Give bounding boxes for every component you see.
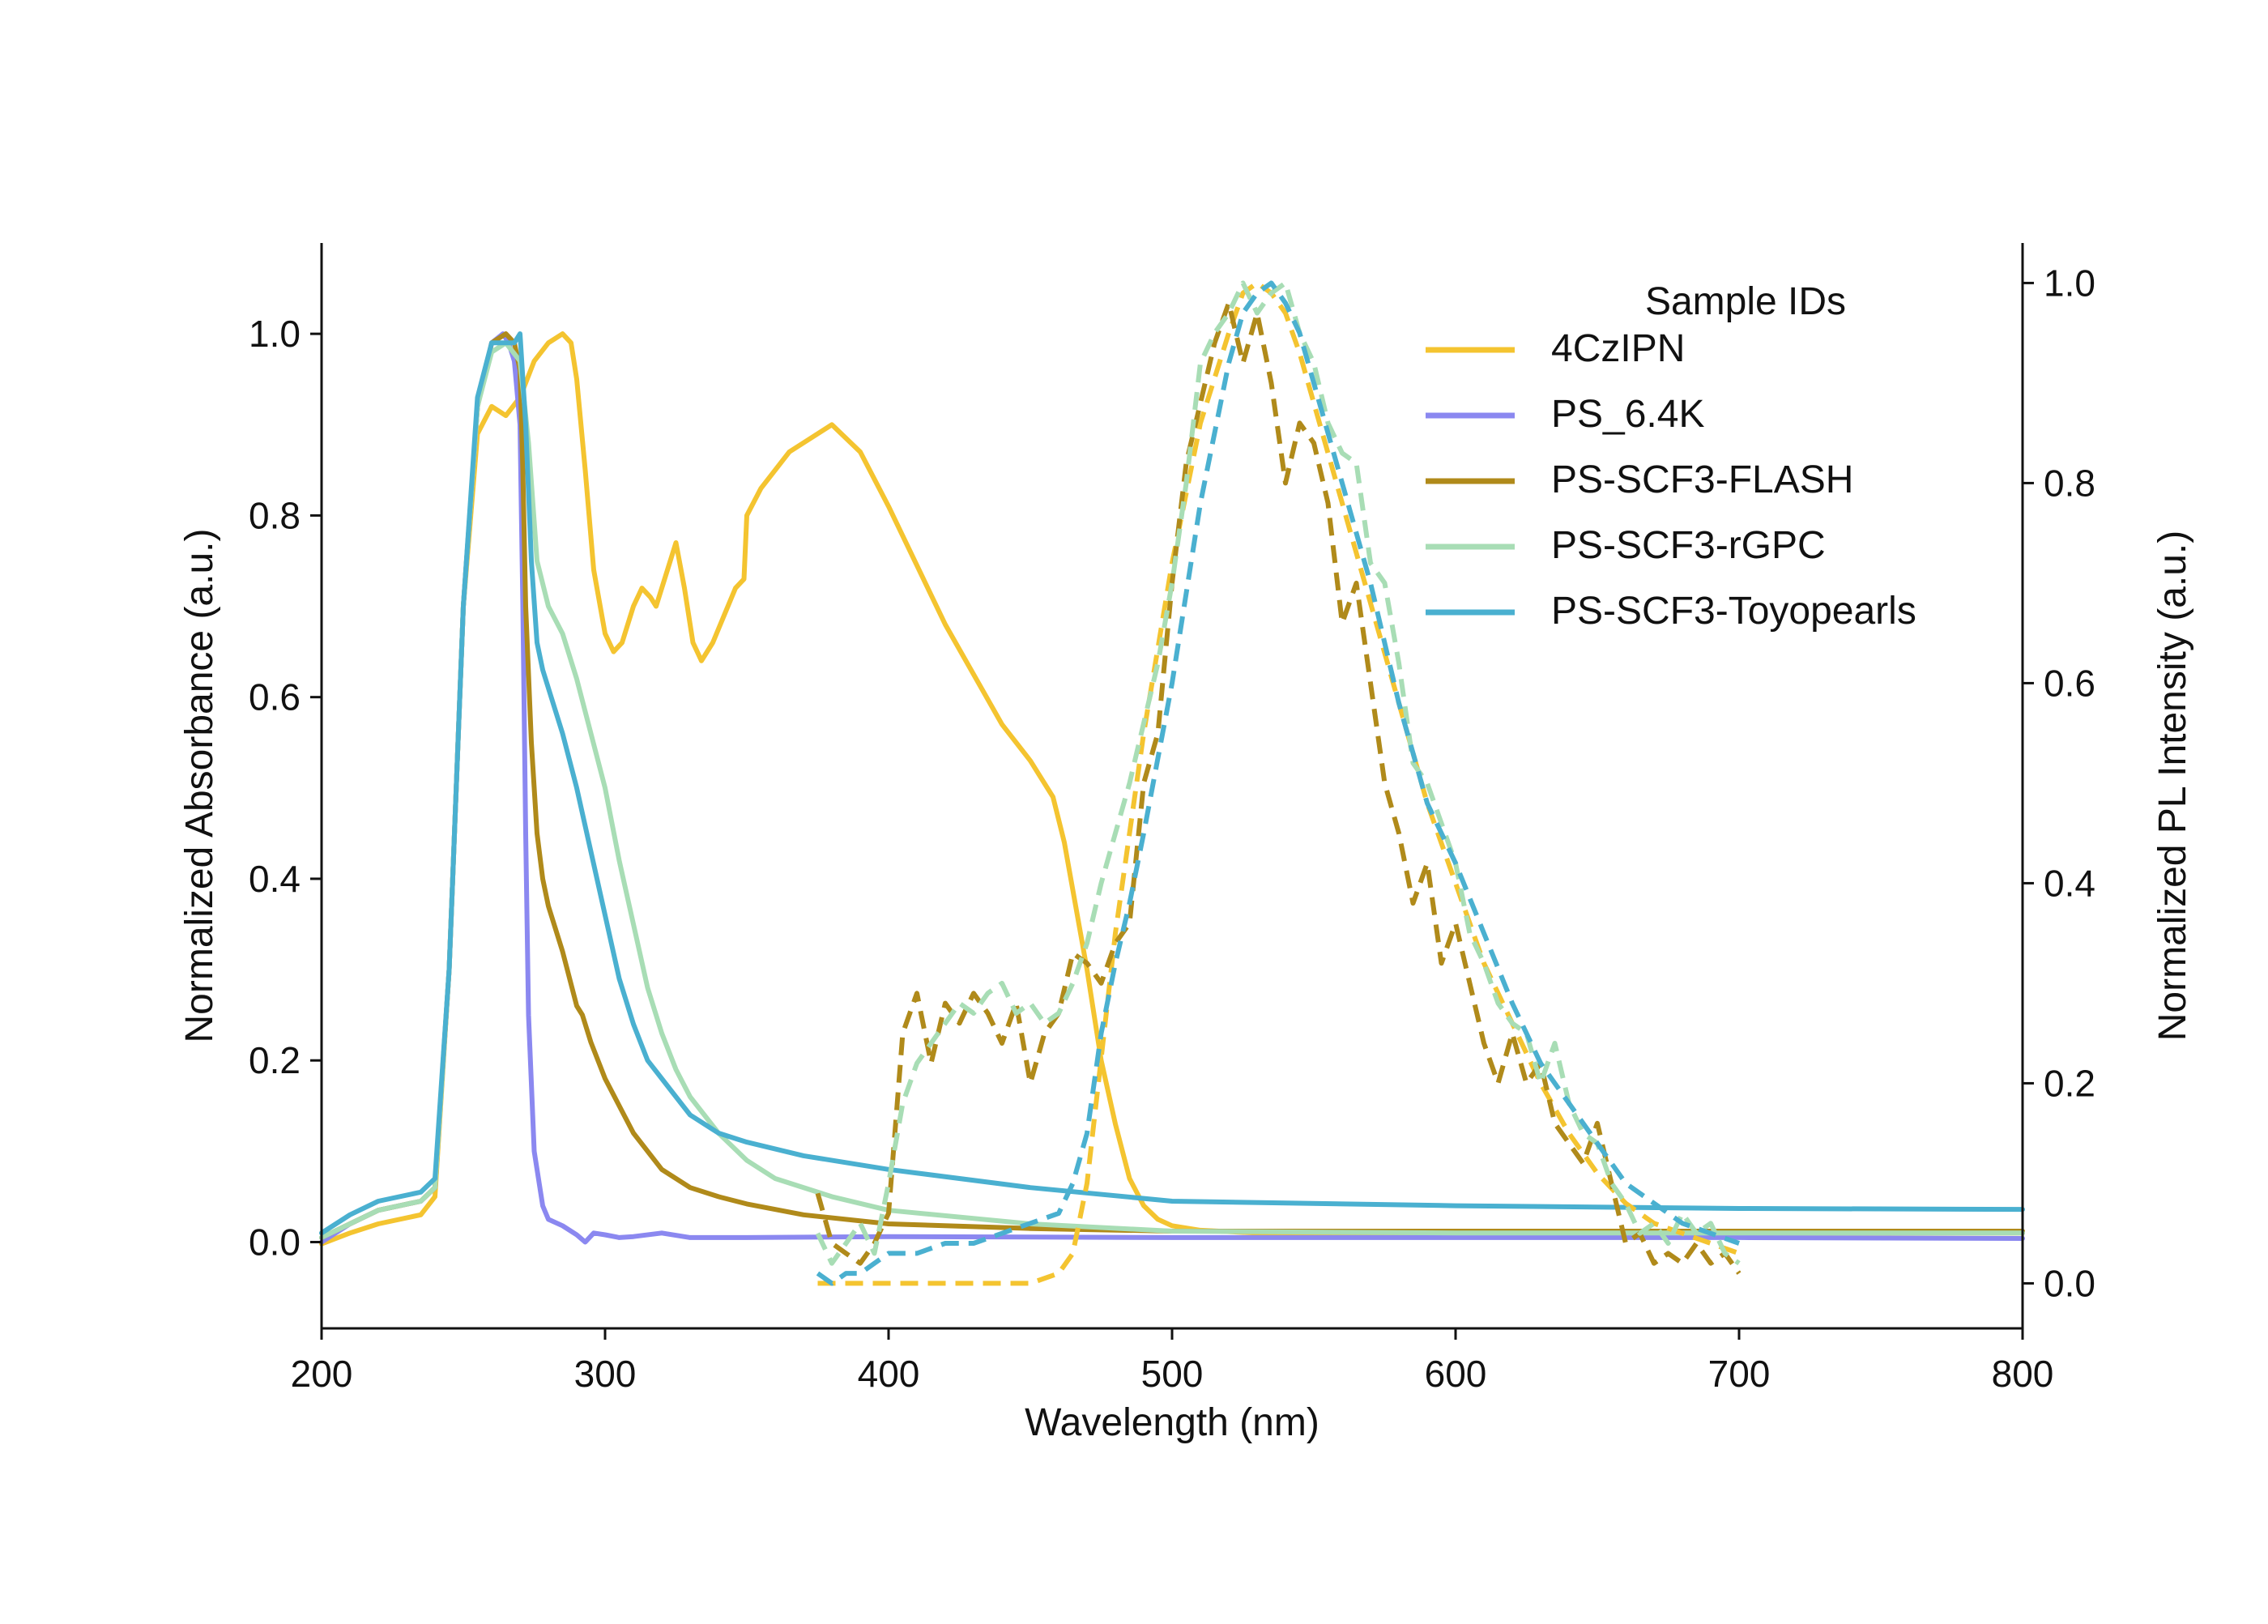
x-tick-label: 400 [858, 1353, 920, 1395]
y-axis-title: Normalized Absorbance (a.u.) [178, 529, 221, 1043]
y-tick-label: 1.0 [249, 313, 301, 355]
legend-label: PS-SCF3-FLASH [1551, 458, 1853, 501]
x-tick-label: 700 [1708, 1353, 1771, 1395]
x-tick-label: 800 [1992, 1353, 2054, 1395]
axes-layer: 200 300 400 500 600 700 800 0.0 0.2 0.4 0.6 0.8 1.0… [178, 243, 2194, 1444]
y-tick-label: 0.8 [249, 494, 301, 536]
legend-title: Sample IDs [1645, 280, 1846, 323]
series-line-4czipn-absorbance [319, 331, 2025, 1247]
x-axis-title: Wavelength (nm) [1025, 1401, 1319, 1444]
legend-label: PS-SCF3-rGPC [1551, 524, 1826, 567]
x-tick-label: 200 [291, 1353, 353, 1395]
y2-ticks: 0.0 0.2 0.4 0.6 0.8 1.0 [2023, 262, 2095, 1304]
y2-tick-label: 1.0 [2044, 262, 2095, 304]
legend: Sample IDs 4CzIPN PS_6.4K PS-SCF3-FLASH PS-… [1426, 280, 1916, 633]
y2-axis-title: Normalized PL Intensity (a.u.) [2151, 531, 2194, 1041]
series-line-ps-scf3-flash-pl [815, 301, 1742, 1275]
y-tick-label: 0.6 [249, 676, 301, 718]
x-ticks: 200 300 400 500 600 700 800 [291, 1328, 2054, 1395]
legend-entries: 4CzIPN PS_6.4K PS-SCF3-FLASH PS-SCF3-rGPC PS… [1426, 327, 1916, 633]
series-line-ps-scf3-rgpc-pl [815, 280, 1741, 1266]
y-tick-label: 0.4 [249, 858, 301, 900]
y-ticks: 0.0 0.2 0.4 0.6 0.8 1.0 [249, 313, 322, 1263]
legend-label: 4CzIPN [1551, 327, 1685, 370]
legend-label: PS_6.4K [1551, 393, 1704, 436]
y-tick-label: 0.2 [249, 1039, 301, 1081]
x-tick-label: 600 [1425, 1353, 1487, 1395]
x-tick-label: 300 [574, 1353, 637, 1395]
series-line-4czipn-pl [817, 280, 1741, 1286]
y2-tick-label: 0.0 [2044, 1262, 2095, 1304]
series-line-ps-scf3-toyopearls-pl [816, 280, 1740, 1286]
y-tick-label: 0.0 [249, 1221, 301, 1263]
y2-tick-label: 0.2 [2044, 1062, 2095, 1104]
y2-tick-label: 0.4 [2044, 862, 2095, 904]
x-tick-label: 500 [1141, 1353, 1204, 1395]
legend-label: PS-SCF3-Toyopearls [1551, 590, 1916, 633]
series-line-ps-scf3-toyopearls-absorbance [319, 331, 2025, 1236]
y2-tick-label: 0.8 [2044, 462, 2095, 504]
series-layer [319, 280, 2025, 1286]
y2-tick-label: 0.6 [2044, 662, 2095, 704]
